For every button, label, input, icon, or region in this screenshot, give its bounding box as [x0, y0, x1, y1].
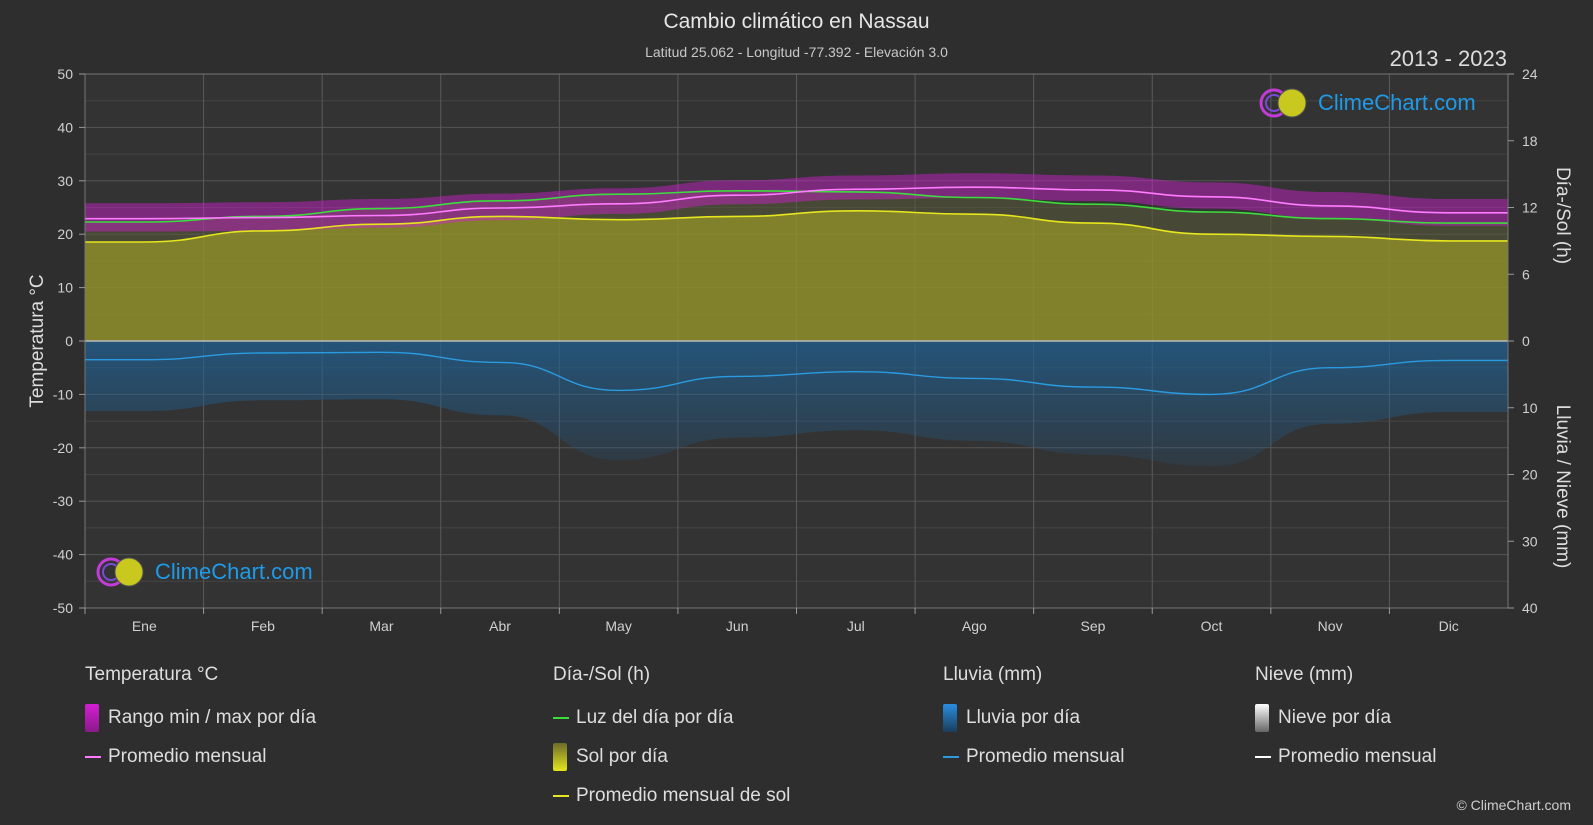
- left-tick-label: -20: [53, 440, 73, 456]
- rain-fill: [85, 341, 1508, 467]
- legend-header: Día-/Sol (h): [553, 664, 651, 685]
- month-label: Jun: [726, 618, 749, 634]
- left-tick-label: -50: [53, 600, 73, 616]
- right-bottom-tick-label: 10: [1522, 400, 1538, 416]
- left-axis-title: Temperatura °C: [27, 274, 48, 407]
- daylight-swatch: [553, 716, 569, 719]
- legend-item: Nieve por día: [1255, 698, 1436, 737]
- logo-top: ClimeChart.com: [1258, 87, 1476, 119]
- legend-label: Promedio mensual: [108, 745, 267, 767]
- sunshine-avg-line: [84, 209, 1508, 243]
- legend-item: Promedio mensual de sol: [553, 776, 790, 815]
- snow-avg-swatch: [1255, 755, 1271, 758]
- sunshine-avg-swatch: [553, 794, 569, 797]
- rain-swatch: [943, 703, 957, 732]
- left-tick-label: -30: [53, 493, 73, 509]
- legend-temperature: Temperatura °C Rango min / max por día P…: [85, 664, 316, 776]
- legend-label: Promedio mensual: [1278, 745, 1437, 767]
- climechart-logo-icon: [1259, 88, 1307, 118]
- right-top-tick-label: 0: [1522, 333, 1530, 349]
- right-top-tick-label: 12: [1522, 200, 1538, 216]
- temperature-range-band: [85, 173, 1508, 232]
- temperature-avg-line: [85, 186, 1508, 220]
- month-label: Sep: [1080, 618, 1105, 634]
- left-tick-label: 20: [57, 226, 73, 242]
- right-top-tick-label: 6: [1522, 266, 1530, 282]
- year-range: 2013 - 2023: [1389, 46, 1507, 71]
- legend-header: Lluvia (mm): [943, 664, 1043, 685]
- legend-label: Rango min / max por día: [108, 706, 317, 728]
- rain-avg-swatch: [943, 755, 959, 758]
- series-lines: [84, 186, 1508, 396]
- legend-snow: Nieve (mm) Nieve por día Promedio mensua…: [1255, 664, 1436, 776]
- legend-header: Nieve (mm): [1255, 664, 1354, 685]
- legend-label: Promedio mensual: [966, 745, 1125, 767]
- logo-text: ClimeChart.com: [1318, 90, 1476, 115]
- right-bottom-tick-label: 40: [1522, 600, 1538, 616]
- month-label: Ago: [962, 618, 987, 634]
- legend-label: Nieve por día: [1278, 706, 1392, 728]
- legend-label: Promedio mensual de sol: [576, 784, 791, 806]
- climechart-logo-icon: [96, 557, 144, 587]
- month-label: Jul: [847, 618, 865, 634]
- temperature-range-area: [85, 173, 1508, 232]
- right-bottom-tick-label: 20: [1522, 467, 1538, 483]
- legend-label: Sol por día: [576, 745, 668, 767]
- right-top-tick-label: 24: [1522, 66, 1538, 82]
- legend-label: Luz del día por día: [576, 706, 734, 728]
- month-label: Abr: [489, 618, 511, 634]
- legend-item: Lluvia por día: [943, 698, 1124, 737]
- month-label: Oct: [1201, 618, 1223, 634]
- right-bottom-axis-title: Lluvia / Nieve (mm): [1552, 405, 1573, 569]
- sunshine-swatch: [553, 742, 567, 771]
- chart-title: Cambio climático en Nassau: [663, 10, 930, 33]
- legend-label: Lluvia por día: [966, 706, 1081, 728]
- month-label: Dic: [1439, 618, 1459, 634]
- month-label: Mar: [369, 618, 393, 634]
- left-tick-label: 30: [57, 173, 73, 189]
- rain-area: [85, 341, 1508, 467]
- month-label: Nov: [1318, 618, 1343, 634]
- legend-item: Luz del día por día: [553, 698, 790, 737]
- legend-sun: Día-/Sol (h) Luz del día por día Sol por…: [553, 664, 790, 815]
- right-top-tick-label: 18: [1522, 133, 1538, 149]
- month-label: Ene: [132, 618, 157, 634]
- climate-chart: 50 40 30 20 10 0 -10 -20 -30 -40 -50 24 18 12 6 0 10 20 30…: [27, 66, 1573, 634]
- logo-text: ClimeChart.com: [155, 559, 313, 584]
- axes: 50 40 30 20 10 0 -10 -20 -30 -40 -50 24 18 12 6 0 10 20 30…: [27, 66, 1573, 634]
- right-top-axis-title: Día-/Sol (h): [1552, 167, 1573, 264]
- left-tick-label: 0: [65, 333, 73, 349]
- left-tick-label: 50: [57, 66, 73, 82]
- daylight-line: [85, 189, 1508, 224]
- right-bottom-tick-label: 30: [1522, 533, 1538, 549]
- left-tick-label: -10: [53, 386, 73, 402]
- copyright: © ClimeChart.com: [1456, 797, 1571, 813]
- legend-item: Promedio mensual: [85, 737, 316, 776]
- snow-swatch: [1255, 703, 1269, 732]
- chart-subtitle: Latitud 25.062 - Longitud -77.392 - Elev…: [645, 44, 948, 60]
- left-tick-label: -40: [53, 547, 73, 563]
- legend-header: Temperatura °C: [85, 664, 219, 685]
- month-label: May: [605, 618, 631, 634]
- left-tick-label: 40: [57, 119, 73, 135]
- legend-item: Rango min / max por día: [85, 698, 316, 737]
- legend-item: Promedio mensual: [1255, 737, 1436, 776]
- legend-rain: Lluvia (mm) Lluvia por día Promedio mens…: [943, 664, 1124, 776]
- legend-item: Promedio mensual: [943, 737, 1124, 776]
- sunshine-fill: [85, 210, 1508, 341]
- temp-avg-swatch: [85, 755, 101, 758]
- left-tick-label: 10: [57, 280, 73, 296]
- logo-bottom: ClimeChart.com: [95, 556, 313, 588]
- rain-avg-line: [85, 351, 1508, 396]
- month-label: Feb: [251, 618, 275, 634]
- legend-item: Sol por día: [553, 737, 790, 776]
- temp-range-swatch: [85, 703, 99, 732]
